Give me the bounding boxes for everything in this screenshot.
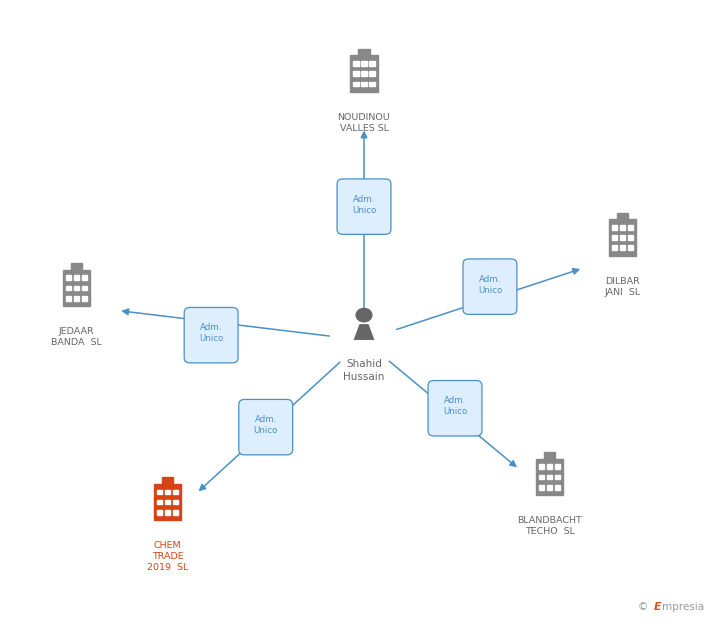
FancyBboxPatch shape: [536, 459, 563, 495]
FancyBboxPatch shape: [74, 285, 79, 290]
FancyBboxPatch shape: [361, 61, 367, 66]
FancyBboxPatch shape: [239, 399, 293, 455]
FancyBboxPatch shape: [157, 490, 162, 495]
FancyBboxPatch shape: [154, 484, 181, 520]
FancyBboxPatch shape: [74, 295, 79, 301]
FancyBboxPatch shape: [369, 61, 375, 66]
Text: NOUDINOU
VALLES SL: NOUDINOU VALLES SL: [338, 113, 390, 133]
FancyBboxPatch shape: [617, 213, 628, 219]
FancyBboxPatch shape: [555, 474, 561, 479]
FancyBboxPatch shape: [547, 484, 553, 490]
FancyBboxPatch shape: [547, 464, 553, 469]
FancyBboxPatch shape: [555, 464, 561, 469]
Text: E: E: [654, 602, 661, 612]
FancyBboxPatch shape: [165, 490, 170, 495]
FancyBboxPatch shape: [620, 245, 625, 250]
FancyBboxPatch shape: [369, 81, 375, 86]
FancyBboxPatch shape: [628, 235, 633, 240]
FancyBboxPatch shape: [620, 225, 625, 230]
FancyBboxPatch shape: [463, 259, 517, 314]
FancyBboxPatch shape: [612, 245, 617, 250]
FancyBboxPatch shape: [63, 270, 90, 306]
FancyBboxPatch shape: [361, 71, 367, 76]
FancyBboxPatch shape: [162, 478, 173, 484]
FancyBboxPatch shape: [353, 61, 359, 66]
FancyBboxPatch shape: [82, 285, 87, 290]
FancyBboxPatch shape: [82, 275, 87, 280]
Text: Adm.
Unico: Adm. Unico: [478, 275, 502, 295]
FancyBboxPatch shape: [353, 81, 359, 86]
FancyBboxPatch shape: [628, 225, 633, 230]
Text: Adm.
Unico: Adm. Unico: [352, 195, 376, 215]
Text: Adm.
Unico: Adm. Unico: [253, 415, 278, 435]
FancyBboxPatch shape: [358, 49, 370, 55]
Text: JEDAAR
BANDA  SL: JEDAAR BANDA SL: [51, 327, 102, 347]
FancyBboxPatch shape: [369, 71, 375, 76]
FancyBboxPatch shape: [184, 307, 238, 363]
FancyBboxPatch shape: [612, 225, 617, 230]
FancyBboxPatch shape: [539, 474, 545, 479]
FancyBboxPatch shape: [173, 490, 178, 495]
FancyBboxPatch shape: [609, 219, 636, 256]
FancyBboxPatch shape: [66, 295, 71, 301]
FancyBboxPatch shape: [173, 500, 178, 505]
Polygon shape: [354, 324, 374, 340]
FancyBboxPatch shape: [157, 510, 162, 515]
FancyBboxPatch shape: [428, 381, 482, 436]
FancyBboxPatch shape: [165, 510, 170, 515]
FancyBboxPatch shape: [165, 500, 170, 505]
Text: mpresia: mpresia: [662, 602, 705, 612]
FancyBboxPatch shape: [353, 71, 359, 76]
FancyBboxPatch shape: [66, 275, 71, 280]
FancyBboxPatch shape: [350, 55, 378, 92]
FancyBboxPatch shape: [620, 235, 625, 240]
FancyBboxPatch shape: [74, 275, 79, 280]
Text: Adm.
Unico: Adm. Unico: [199, 323, 223, 343]
Text: ©: ©: [638, 602, 648, 612]
FancyBboxPatch shape: [547, 474, 553, 479]
FancyBboxPatch shape: [71, 263, 82, 270]
Text: CHEM
TRADE
2019  SL: CHEM TRADE 2019 SL: [147, 541, 188, 573]
FancyBboxPatch shape: [539, 464, 545, 469]
Circle shape: [355, 307, 373, 323]
Text: Shahid
Hussain: Shahid Hussain: [344, 359, 384, 382]
FancyBboxPatch shape: [612, 235, 617, 240]
FancyBboxPatch shape: [337, 179, 391, 234]
FancyBboxPatch shape: [628, 245, 633, 250]
FancyBboxPatch shape: [539, 484, 545, 490]
Text: DILBAR
JANI  SL: DILBAR JANI SL: [604, 277, 641, 297]
FancyBboxPatch shape: [82, 295, 87, 301]
FancyBboxPatch shape: [544, 452, 555, 459]
Text: Adm.
Unico: Adm. Unico: [443, 396, 467, 416]
FancyBboxPatch shape: [173, 510, 178, 515]
FancyBboxPatch shape: [361, 81, 367, 86]
FancyBboxPatch shape: [66, 285, 71, 290]
FancyBboxPatch shape: [157, 500, 162, 505]
Text: BLANDBACHT
TECHO  SL: BLANDBACHT TECHO SL: [518, 516, 582, 536]
FancyBboxPatch shape: [555, 484, 561, 490]
